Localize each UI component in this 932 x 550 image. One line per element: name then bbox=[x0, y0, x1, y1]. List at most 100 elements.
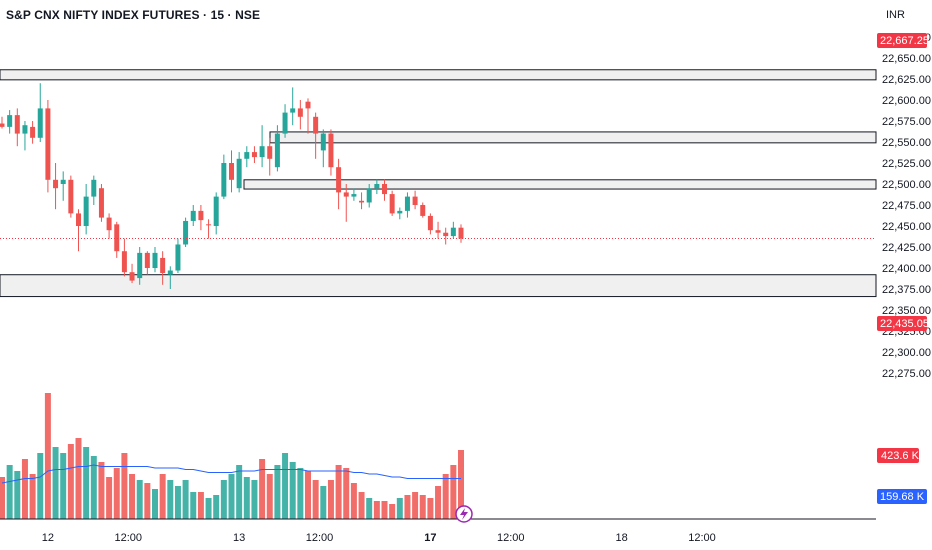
volume-bar bbox=[320, 486, 327, 519]
price-tick-label: 22,450.00 bbox=[882, 221, 931, 233]
candle-body bbox=[458, 227, 464, 239]
volume-bar bbox=[228, 474, 235, 519]
price-tick-label: 22,650.00 bbox=[882, 53, 931, 65]
volume-bar bbox=[297, 468, 304, 519]
volume-bar bbox=[6, 465, 13, 519]
candle-body bbox=[144, 252, 150, 268]
candle-body bbox=[121, 251, 127, 273]
price-tick-label: 22,550.00 bbox=[882, 137, 931, 149]
volume-bar bbox=[67, 444, 74, 519]
currency-label[interactable]: INR bbox=[886, 9, 905, 21]
candle-body bbox=[359, 200, 365, 203]
candle-body bbox=[160, 257, 166, 274]
volume-bar bbox=[60, 453, 67, 519]
volume-bars bbox=[0, 393, 464, 519]
candle-body bbox=[343, 192, 349, 197]
candle-body bbox=[420, 205, 426, 216]
volume-bar bbox=[259, 459, 266, 519]
volume-bar bbox=[182, 480, 189, 519]
volume-bar bbox=[335, 465, 342, 519]
volume-bar bbox=[90, 456, 97, 519]
volume-ma-line bbox=[1, 464, 461, 484]
candle-body bbox=[45, 108, 51, 180]
volume-bar bbox=[442, 474, 449, 519]
price-tick-label: 22,500.00 bbox=[882, 179, 931, 191]
candle-body bbox=[259, 146, 265, 158]
volume-bar bbox=[389, 504, 396, 519]
volume-bar bbox=[213, 495, 220, 519]
volume-bar bbox=[205, 498, 212, 519]
candle-body bbox=[114, 224, 120, 252]
volume-bar bbox=[381, 501, 388, 519]
price-tick-label: 22,425.00 bbox=[882, 242, 931, 254]
candle-body bbox=[14, 115, 20, 134]
candle-body bbox=[412, 196, 418, 205]
volume-bar bbox=[251, 480, 258, 519]
chart-title: S&P CNX NIFTY INDEX FUTURES · 15 · NSE bbox=[6, 8, 261, 22]
candle-body bbox=[167, 270, 173, 275]
price-tick-label: 22,625.00 bbox=[882, 74, 931, 86]
top-price-tag-text: 22,667.25 bbox=[880, 35, 929, 47]
volume-bar bbox=[404, 495, 411, 519]
time-axis[interactable]: 12 12:00 13 12:00 17 12:00 18 12:00 bbox=[42, 532, 716, 544]
price-tick-label: 22,375.00 bbox=[882, 284, 931, 296]
candle-body bbox=[60, 179, 66, 184]
volume-bar bbox=[174, 486, 181, 519]
candle-body bbox=[229, 163, 234, 180]
candle-body bbox=[206, 224, 212, 226]
candle-body bbox=[175, 244, 181, 271]
candle-body bbox=[213, 196, 219, 226]
volume-ma-tag: 159.68 K bbox=[877, 489, 927, 504]
volume-bar bbox=[458, 450, 464, 519]
candles bbox=[0, 83, 464, 289]
price-tick-label: 22,600.00 bbox=[882, 95, 931, 107]
last-price-tag: 22,435.05 bbox=[877, 316, 929, 331]
candle-body bbox=[83, 196, 89, 226]
volume-bar bbox=[412, 492, 419, 519]
zone-box bbox=[243, 179, 877, 190]
candle-body bbox=[267, 146, 273, 159]
price-tick-label: 22,350.00 bbox=[882, 305, 931, 317]
volume-bar bbox=[44, 393, 51, 519]
volume-bar bbox=[144, 483, 151, 519]
candle-body bbox=[366, 188, 372, 203]
price-tick-label: 22,575.00 bbox=[882, 116, 931, 128]
volume-bar bbox=[350, 483, 357, 519]
volume-bar bbox=[52, 447, 59, 519]
candle-body bbox=[129, 272, 135, 281]
volume-bar bbox=[243, 477, 250, 519]
candle-body bbox=[282, 112, 288, 134]
volume-bar bbox=[373, 501, 380, 519]
volume-bar bbox=[266, 474, 273, 519]
volume-bar bbox=[419, 495, 426, 519]
volume-ma-tag-text: 159.68 K bbox=[880, 491, 925, 503]
candle-body bbox=[450, 227, 456, 237]
time-tick-label: 13 bbox=[233, 532, 245, 544]
time-tick-label: 12:00 bbox=[114, 532, 142, 544]
price-tick-label: 22,275.00 bbox=[882, 368, 931, 380]
price-tick-label: 22,475.00 bbox=[882, 200, 931, 212]
time-tick-label: 12 bbox=[42, 532, 54, 544]
volume-bar bbox=[343, 468, 350, 519]
price-tick-label: 22,300.00 bbox=[882, 347, 931, 359]
volume-bar bbox=[312, 480, 319, 519]
price-axis[interactable]: 22,675.0022,650.0022,625.0022,600.0022,5… bbox=[882, 32, 931, 380]
volume-bar bbox=[113, 468, 120, 519]
time-tick-label: 18 bbox=[616, 532, 628, 544]
candle-body bbox=[351, 194, 357, 197]
volume-bar bbox=[327, 480, 334, 519]
zone-box bbox=[0, 69, 877, 81]
alert-lightning-icon[interactable] bbox=[455, 505, 473, 523]
candle-body bbox=[336, 167, 342, 193]
volume-bar bbox=[98, 462, 105, 519]
candle-body bbox=[0, 123, 5, 127]
candle-body bbox=[106, 217, 112, 231]
volume-bar bbox=[435, 486, 442, 519]
volume-bar bbox=[14, 471, 21, 519]
candle-body bbox=[30, 126, 36, 138]
volume-bar bbox=[106, 477, 113, 519]
volume-bar bbox=[396, 498, 403, 519]
volume-bar bbox=[450, 465, 457, 519]
candle-body bbox=[404, 196, 410, 211]
